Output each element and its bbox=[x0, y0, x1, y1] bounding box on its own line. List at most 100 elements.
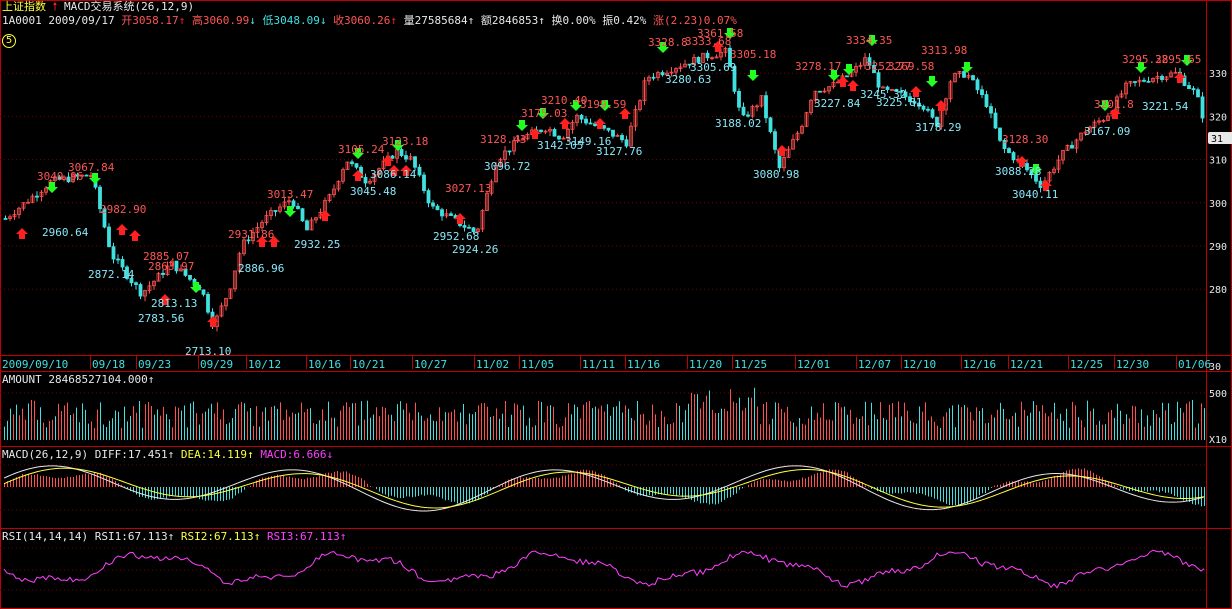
sell-signal-arrow[interactable] bbox=[926, 76, 938, 87]
rsi-line[interactable] bbox=[3, 549, 1205, 589]
candle-body[interactable] bbox=[800, 125, 804, 134]
candle-body[interactable] bbox=[35, 195, 39, 198]
candle-body[interactable] bbox=[413, 156, 417, 168]
candle-body[interactable] bbox=[138, 284, 143, 297]
candle-body[interactable] bbox=[728, 47, 732, 67]
candle-body[interactable] bbox=[345, 161, 350, 171]
candle-body[interactable] bbox=[611, 129, 615, 137]
candle-body[interactable] bbox=[867, 57, 872, 66]
sell-signal-arrow[interactable] bbox=[828, 70, 840, 81]
candle-body[interactable] bbox=[638, 100, 642, 110]
candle-body[interactable] bbox=[480, 210, 485, 230]
candle-body[interactable] bbox=[174, 260, 179, 272]
candle-body[interactable] bbox=[8, 216, 12, 219]
sell-signal-arrow[interactable] bbox=[46, 182, 58, 193]
candle-body[interactable] bbox=[633, 109, 638, 127]
sell-signal-arrow[interactable] bbox=[961, 62, 973, 73]
candle-body[interactable] bbox=[1061, 149, 1065, 161]
candle-body[interactable] bbox=[134, 282, 138, 285]
candle-body[interactable] bbox=[408, 156, 413, 160]
candle-body[interactable] bbox=[440, 209, 444, 217]
buy-signal-arrow[interactable] bbox=[529, 128, 541, 139]
candle-body[interactable] bbox=[147, 285, 152, 291]
candle-body[interactable] bbox=[467, 226, 471, 229]
candle-body[interactable] bbox=[1137, 79, 1142, 83]
candle-body[interactable] bbox=[152, 280, 156, 287]
candle-body[interactable] bbox=[1146, 80, 1151, 83]
candle-body[interactable] bbox=[723, 47, 728, 53]
candle-body[interactable] bbox=[332, 188, 336, 195]
candle-body[interactable] bbox=[201, 289, 206, 295]
candle-body[interactable] bbox=[579, 114, 584, 120]
candle-body[interactable] bbox=[665, 72, 669, 76]
candle-body[interactable] bbox=[485, 192, 489, 211]
candle-body[interactable] bbox=[930, 109, 935, 118]
dea-line[interactable] bbox=[3, 467, 1205, 509]
strategy-name[interactable]: MACD交易系统(26,12,9) bbox=[63, 0, 195, 13]
candle-body[interactable] bbox=[1083, 131, 1088, 134]
buy-signal-arrow[interactable] bbox=[1174, 72, 1186, 83]
candle-body[interactable] bbox=[669, 71, 674, 74]
candle-body[interactable] bbox=[966, 75, 971, 78]
candle-body[interactable] bbox=[989, 106, 993, 114]
sell-signal-arrow[interactable] bbox=[190, 282, 202, 293]
candle-body[interactable] bbox=[264, 215, 269, 223]
candle-body[interactable] bbox=[971, 75, 975, 81]
candle-body[interactable] bbox=[1142, 79, 1146, 82]
candle-body[interactable] bbox=[926, 108, 930, 111]
candle-body[interactable] bbox=[791, 139, 795, 150]
candle-body[interactable] bbox=[912, 101, 917, 104]
candle-body[interactable] bbox=[219, 305, 224, 317]
candle-body[interactable] bbox=[980, 89, 984, 95]
candle-body[interactable] bbox=[354, 163, 359, 168]
candle-body[interactable] bbox=[566, 128, 570, 139]
sell-signal-arrow[interactable] bbox=[352, 148, 364, 159]
candle-body[interactable] bbox=[948, 81, 953, 100]
candle-body[interactable] bbox=[570, 122, 575, 130]
buy-signal-arrow[interactable] bbox=[847, 80, 859, 91]
candle-body[interactable] bbox=[1200, 96, 1205, 119]
candle-body[interactable] bbox=[719, 51, 723, 58]
candle-body[interactable] bbox=[755, 105, 759, 108]
candle-body[interactable] bbox=[435, 205, 440, 211]
candle-body[interactable] bbox=[143, 290, 147, 297]
candle-body[interactable] bbox=[710, 57, 714, 60]
candle-body[interactable] bbox=[674, 68, 678, 73]
candle-body[interactable] bbox=[1025, 163, 1029, 171]
candle-body[interactable] bbox=[624, 139, 629, 147]
candle-body[interactable] bbox=[98, 186, 102, 210]
candle-body[interactable] bbox=[957, 71, 962, 75]
candle-body[interactable] bbox=[309, 219, 314, 231]
candle-body[interactable] bbox=[975, 79, 980, 91]
candle-body[interactable] bbox=[390, 155, 395, 159]
candle-body[interactable] bbox=[1133, 81, 1137, 83]
sell-signal-arrow[interactable] bbox=[843, 64, 855, 75]
candle-body[interactable] bbox=[525, 133, 530, 140]
candle-body[interactable] bbox=[629, 125, 633, 147]
buy-signal-arrow[interactable] bbox=[400, 165, 412, 176]
candle-body[interactable] bbox=[872, 64, 876, 74]
candle-body[interactable] bbox=[512, 140, 516, 152]
buy-signal-arrow[interactable] bbox=[16, 228, 28, 239]
trade-signal-arrows[interactable] bbox=[16, 28, 1193, 327]
buy-signal-arrow[interactable] bbox=[159, 294, 171, 305]
buy-signal-arrow[interactable] bbox=[1016, 156, 1028, 167]
candle-body[interactable] bbox=[894, 89, 899, 92]
candle-body[interactable] bbox=[242, 239, 246, 255]
candle-body[interactable] bbox=[993, 112, 998, 129]
candle-body[interactable] bbox=[282, 201, 287, 208]
buy-signal-arrow[interactable] bbox=[256, 236, 268, 247]
candle-body[interactable] bbox=[71, 174, 75, 183]
candle-body[interactable] bbox=[314, 217, 318, 221]
candle-body[interactable] bbox=[615, 134, 620, 137]
candle-body[interactable] bbox=[1079, 132, 1083, 141]
candle-body[interactable] bbox=[516, 139, 521, 142]
candle-body[interactable] bbox=[44, 187, 48, 193]
candle-body[interactable] bbox=[327, 194, 332, 201]
buy-signal-arrow[interactable] bbox=[352, 170, 364, 181]
candle-body[interactable] bbox=[998, 127, 1002, 141]
buy-signal-arrow[interactable] bbox=[1109, 108, 1121, 119]
sell-signal-arrow[interactable] bbox=[747, 70, 759, 81]
candle-body[interactable] bbox=[831, 81, 836, 88]
candle-body[interactable] bbox=[1169, 72, 1173, 78]
